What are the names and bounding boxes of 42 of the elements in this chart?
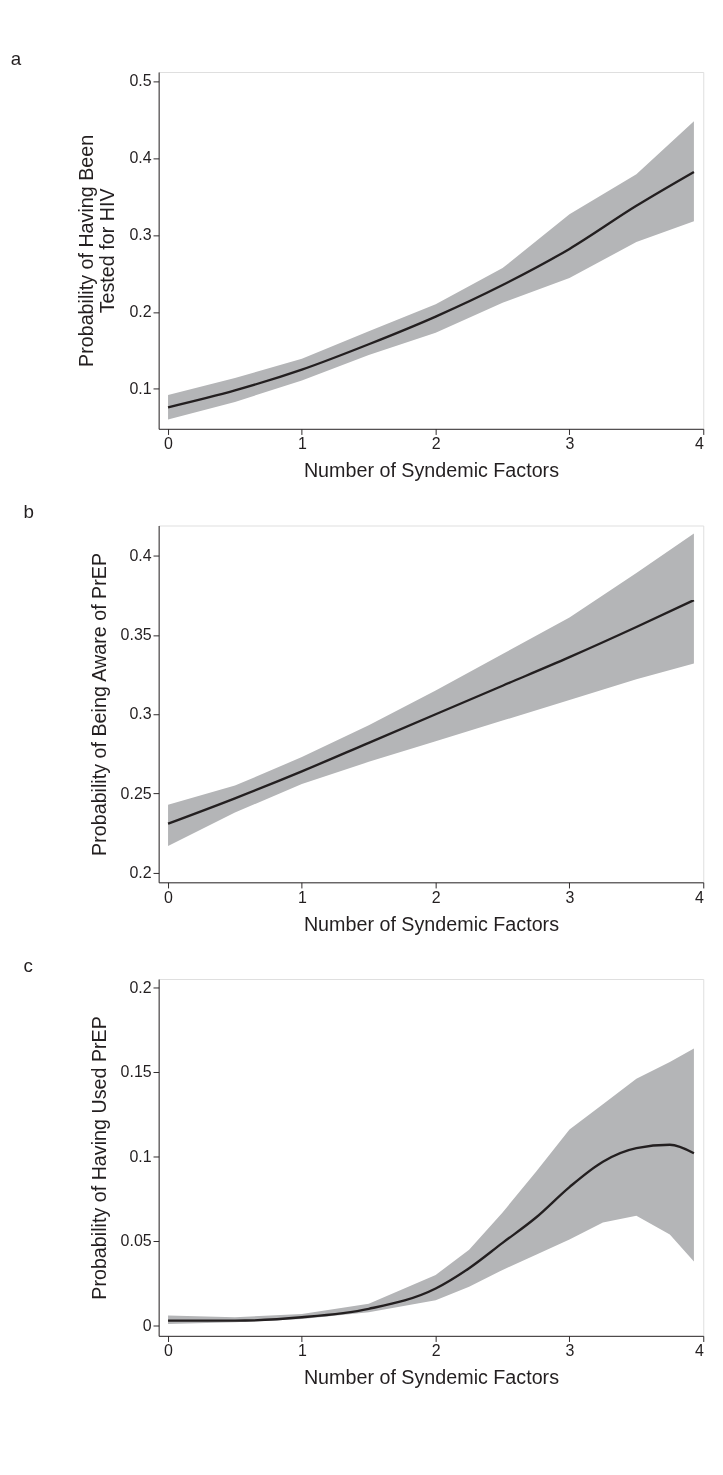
y-tick-label: 0.3 [129,226,152,244]
chart-title: c [23,954,33,976]
y-tick-label: 0.3 [129,705,152,723]
x-tick-label: 2 [431,435,441,453]
y-tick-label: 0.05 [120,1232,152,1250]
x-tick-label: 4 [694,435,704,453]
y-tick-label: 0.15 [120,1063,152,1081]
y-axis-title: Probability of Having Been Tested for HIV [74,134,119,367]
x-tick-label: 3 [565,888,575,906]
y-tick-label: 0.2 [129,864,152,881]
y-tick-label: 0.1 [129,380,152,398]
x-tick-label: 3 [565,435,575,453]
x-tick-label: 2 [431,888,441,906]
x-axis-title: Number of Syndemic Factors [303,1366,560,1389]
x-tick-label: 1 [297,888,307,906]
x-tick-label: 3 [565,1342,575,1360]
x-tick-label: 0 [164,1342,174,1360]
x-tick-label: 0 [164,435,174,453]
x-tick-label: 1 [297,435,307,453]
y-tick-label: 0 [142,1316,152,1334]
y-tick-label: 0.2 [129,303,152,321]
x-tick-label: 2 [431,1342,441,1360]
x-axis-title: Number of Syndemic Factors [303,912,560,935]
x-tick-label: 1 [297,1342,307,1360]
x-tick-label: 0 [164,888,174,906]
line-series [166,598,696,825]
x-tick-label: 4 [694,1342,704,1360]
y-tick-label: 0.2 [129,978,152,996]
y-axis-title: Probability of Having Used PrEP [87,1016,110,1300]
line-series [166,170,696,409]
y-tick-label: 0.1 [129,1147,152,1165]
line-series [166,1143,696,1322]
chart-title: a [10,47,22,69]
y-tick-label: 0.4 [129,546,152,564]
chart-title: b [23,501,34,523]
y-tick-label: 0.35 [120,626,152,644]
y-tick-label: 0.25 [120,784,152,802]
x-axis-title: Number of Syndemic Factors [303,459,560,482]
y-tick-label: 0.4 [129,149,152,167]
x-tick-label: 4 [694,888,704,906]
y-tick-label: 0.5 [129,72,152,90]
y-axis-title: Probability of Being Aware of PrEP [87,552,110,856]
